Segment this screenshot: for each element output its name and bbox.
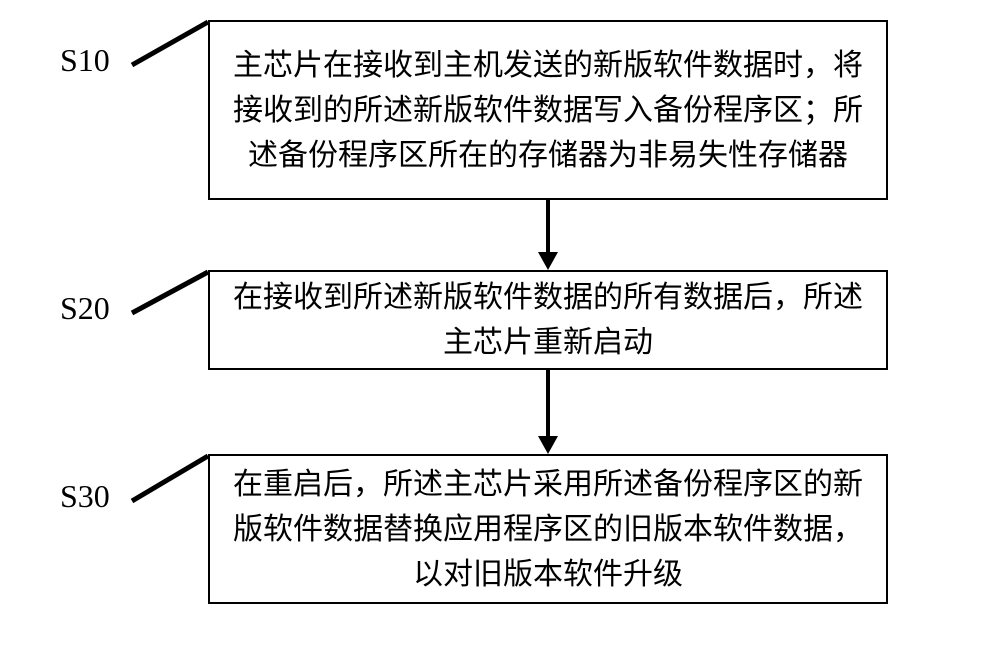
arrow-s10-s20-line — [546, 200, 550, 252]
step-text-s20: 在接收到所述新版软件数据的所有数据后，所述主芯片重新启动 — [230, 275, 866, 365]
step-text-s30: 在重启后，所述主芯片采用所述备份程序区的新版软件数据替换应用程序区的旧版本软件数… — [230, 462, 866, 597]
flowchart-container: S10 主芯片在接收到主机发送的新版软件数据时，将接收到的所述新版软件数据写入备… — [0, 0, 1000, 657]
arrow-s10-s20-head — [538, 252, 558, 270]
step-box-s30: 在重启后，所述主芯片采用所述备份程序区的新版软件数据替换应用程序区的旧版本软件数… — [208, 454, 888, 604]
step-box-s10: 主芯片在接收到主机发送的新版软件数据时，将接收到的所述新版软件数据写入备份程序区… — [208, 20, 888, 200]
arrow-s20-s30-head — [538, 436, 558, 454]
step-label-s30: S30 — [60, 478, 110, 515]
step-text-s10: 主芯片在接收到主机发送的新版软件数据时，将接收到的所述新版软件数据写入备份程序区… — [230, 43, 866, 178]
step-box-s20: 在接收到所述新版软件数据的所有数据后，所述主芯片重新启动 — [208, 270, 888, 370]
step-label-s20: S20 — [60, 290, 110, 327]
step-label-s10: S10 — [60, 42, 110, 79]
arrow-s20-s30-line — [546, 370, 550, 436]
